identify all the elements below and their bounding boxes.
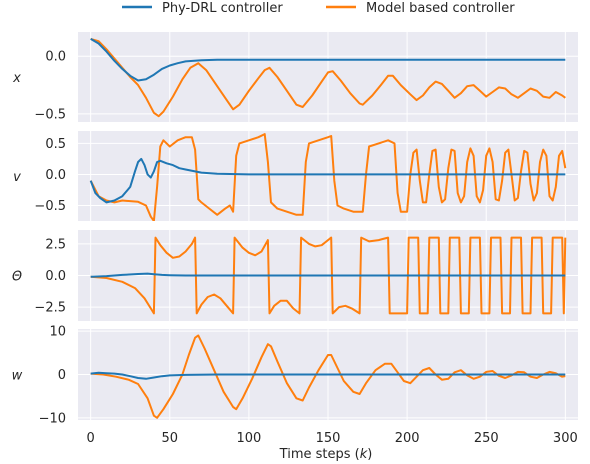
- legend-label-model-based: Model based controller: [366, 1, 515, 16]
- series-line-phy-drl-controller: [90, 272, 566, 278]
- x-axis: 0 50 100 150 200 250 300: [87, 431, 578, 446]
- y-tick-label: 2.5: [45, 237, 66, 252]
- y-tick-label: 0.5: [45, 137, 66, 152]
- series-line-phy-drl-controller: [90, 38, 566, 82]
- series-line-phy-drl-controller: [89, 157, 566, 204]
- x-tick-label: 0: [87, 431, 95, 446]
- y-axis-title: w: [12, 369, 23, 384]
- legend: Phy-DRL controller Model based controlle…: [122, 1, 515, 16]
- subplot-2: 0.5 0.0 −0.5 v: [13, 131, 578, 221]
- y-tick-label: −2.5: [34, 301, 66, 316]
- y-tick-label: −0.5: [34, 199, 66, 214]
- x-tick-label: 150: [316, 431, 341, 446]
- x-tick-label: 200: [395, 431, 420, 446]
- y-axis-title: Θ: [12, 270, 22, 285]
- y-tick-label: 0.0: [45, 50, 66, 65]
- subplot-3: 2.5 0.0 −2.5 Θ: [12, 230, 578, 321]
- y-axis-title: x: [12, 71, 21, 86]
- subplot-1: 0.0 −0.5 x: [12, 32, 578, 122]
- y-axis-title: v: [13, 170, 21, 185]
- x-tick-label: 100: [236, 431, 261, 446]
- x-tick-label: 250: [474, 431, 499, 446]
- subplots: 0.0 −0.5 x 0.5 0.0 −0.5 v 2.5 0.0 −2.5 Θ 10 0 −10 w: [12, 32, 578, 426]
- y-tick-label: 0: [58, 368, 66, 383]
- series-line-model-based-controller: [90, 236, 567, 315]
- y-tick-label: 0.0: [45, 269, 66, 284]
- x-tick-label: 50: [161, 431, 178, 446]
- x-axis-title: Time steps (k): [279, 447, 373, 462]
- series-line-phy-drl-controller: [90, 371, 566, 380]
- subplot-4: 10 0 −10 w: [12, 325, 578, 426]
- y-tick-label: −10: [39, 411, 66, 426]
- y-tick-label: 0.0: [45, 168, 66, 183]
- x-tick-label: 300: [553, 431, 578, 446]
- series-line-model-based-controller: [90, 37, 566, 118]
- y-tick-label: 10: [49, 325, 66, 340]
- legend-label-phy-drl: Phy-DRL controller: [162, 1, 283, 16]
- y-tick-label: −0.5: [34, 107, 66, 122]
